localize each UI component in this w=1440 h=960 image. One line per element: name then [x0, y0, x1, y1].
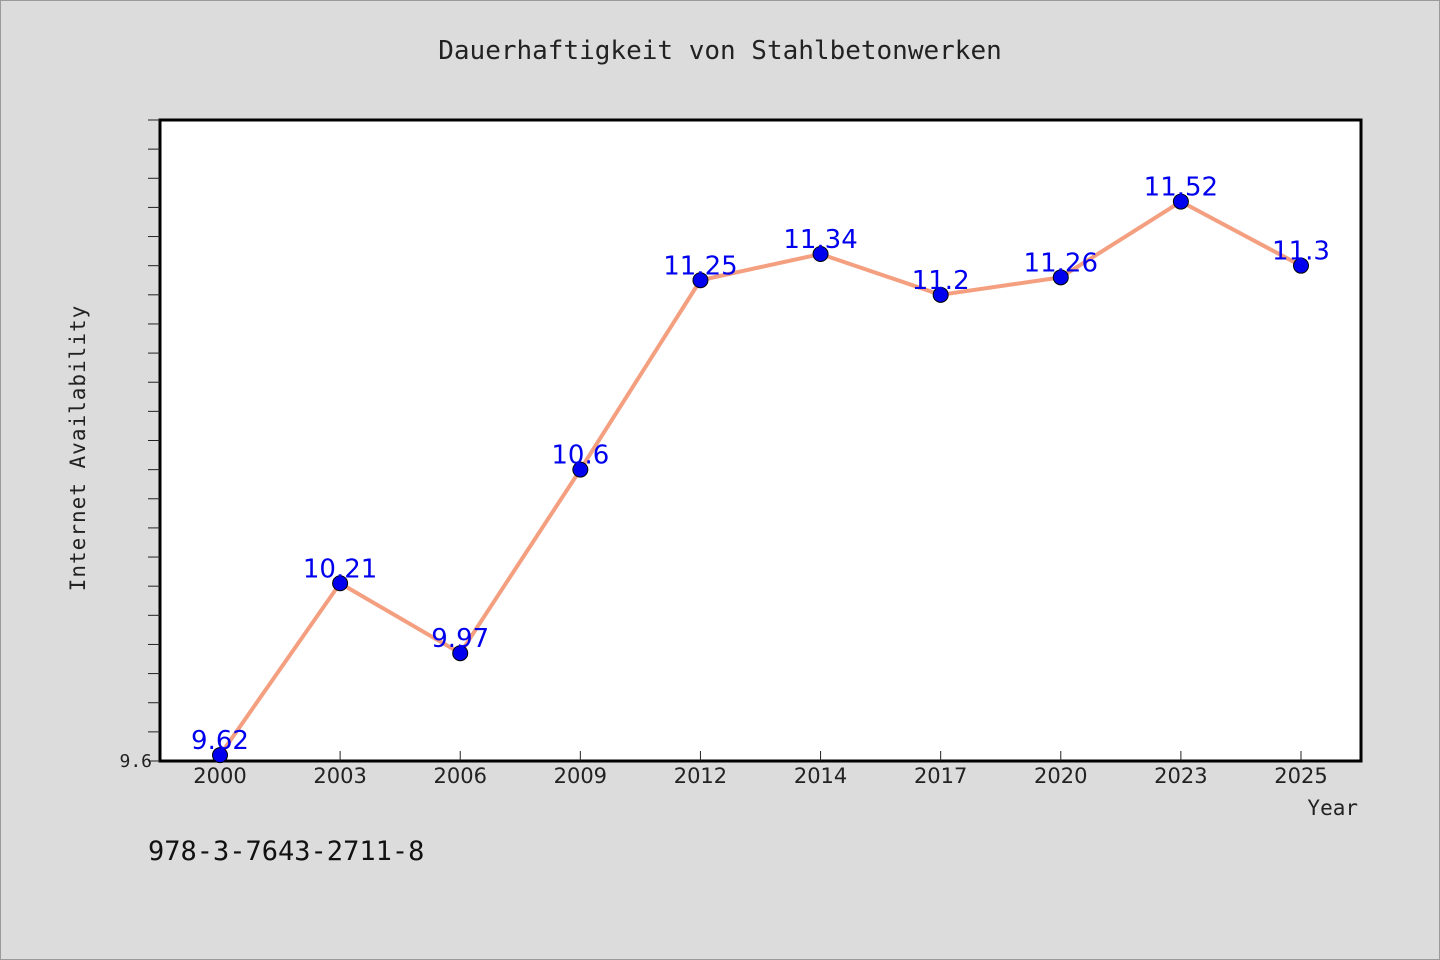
data-point: [332, 575, 349, 592]
x-axis-ticks: 2000 2003 2006 2009 2012 2014 2017 2020 2023 2025: [193, 751, 1328, 788]
data-label: 11.3: [1272, 237, 1330, 267]
data-label: 10.21: [303, 554, 377, 584]
data-label: 11.25: [663, 251, 737, 281]
data-label: 9.62: [191, 726, 249, 756]
x-tick-label: 2025: [1274, 764, 1327, 788]
data-point: [1052, 269, 1069, 286]
x-tick-label: 2020: [1034, 764, 1087, 788]
data-point: [212, 747, 228, 764]
series-group: [212, 193, 1309, 764]
chart-title: Dauerhaftigkeit von Stahlbetonwerken: [438, 36, 1002, 66]
x-tick-label: 2000: [193, 764, 246, 788]
y-tick-label: 9.6: [119, 751, 152, 772]
series-line: [218, 199, 1303, 758]
data-point: [932, 286, 949, 303]
x-tick-label: 2009: [554, 764, 607, 788]
data-point: [1172, 193, 1189, 210]
isbn-text: 978-3-7643-2711-8: [148, 836, 425, 867]
data-point: [692, 272, 709, 289]
x-tick-label: 2014: [794, 764, 847, 788]
y-axis-ticks: 9.6: [119, 119, 160, 772]
x-tick-label: 2006: [433, 764, 486, 788]
data-labels-group: 9.62 10.21 9.97 10.6 11.25 11.34 11.2 11.26 11.5…: [191, 173, 1330, 757]
data-point: [572, 461, 589, 478]
data-label: 9.97: [431, 624, 489, 654]
x-tick-label: 2023: [1154, 764, 1207, 788]
data-label: 10.6: [551, 441, 609, 471]
x-tick-label: 2003: [313, 764, 366, 788]
data-point: [812, 246, 829, 263]
x-tick-label: 2017: [914, 764, 967, 788]
plot-area: [158, 118, 1363, 763]
x-axis-label: Year: [1307, 796, 1358, 820]
data-point: [452, 645, 469, 662]
data-label: 11.34: [783, 225, 857, 255]
data-point: [1293, 257, 1309, 274]
data-label: 11.52: [1144, 173, 1218, 203]
x-tick-label: 2012: [674, 764, 727, 788]
data-label: 11.2: [912, 266, 970, 296]
data-label: 11.26: [1024, 248, 1098, 278]
